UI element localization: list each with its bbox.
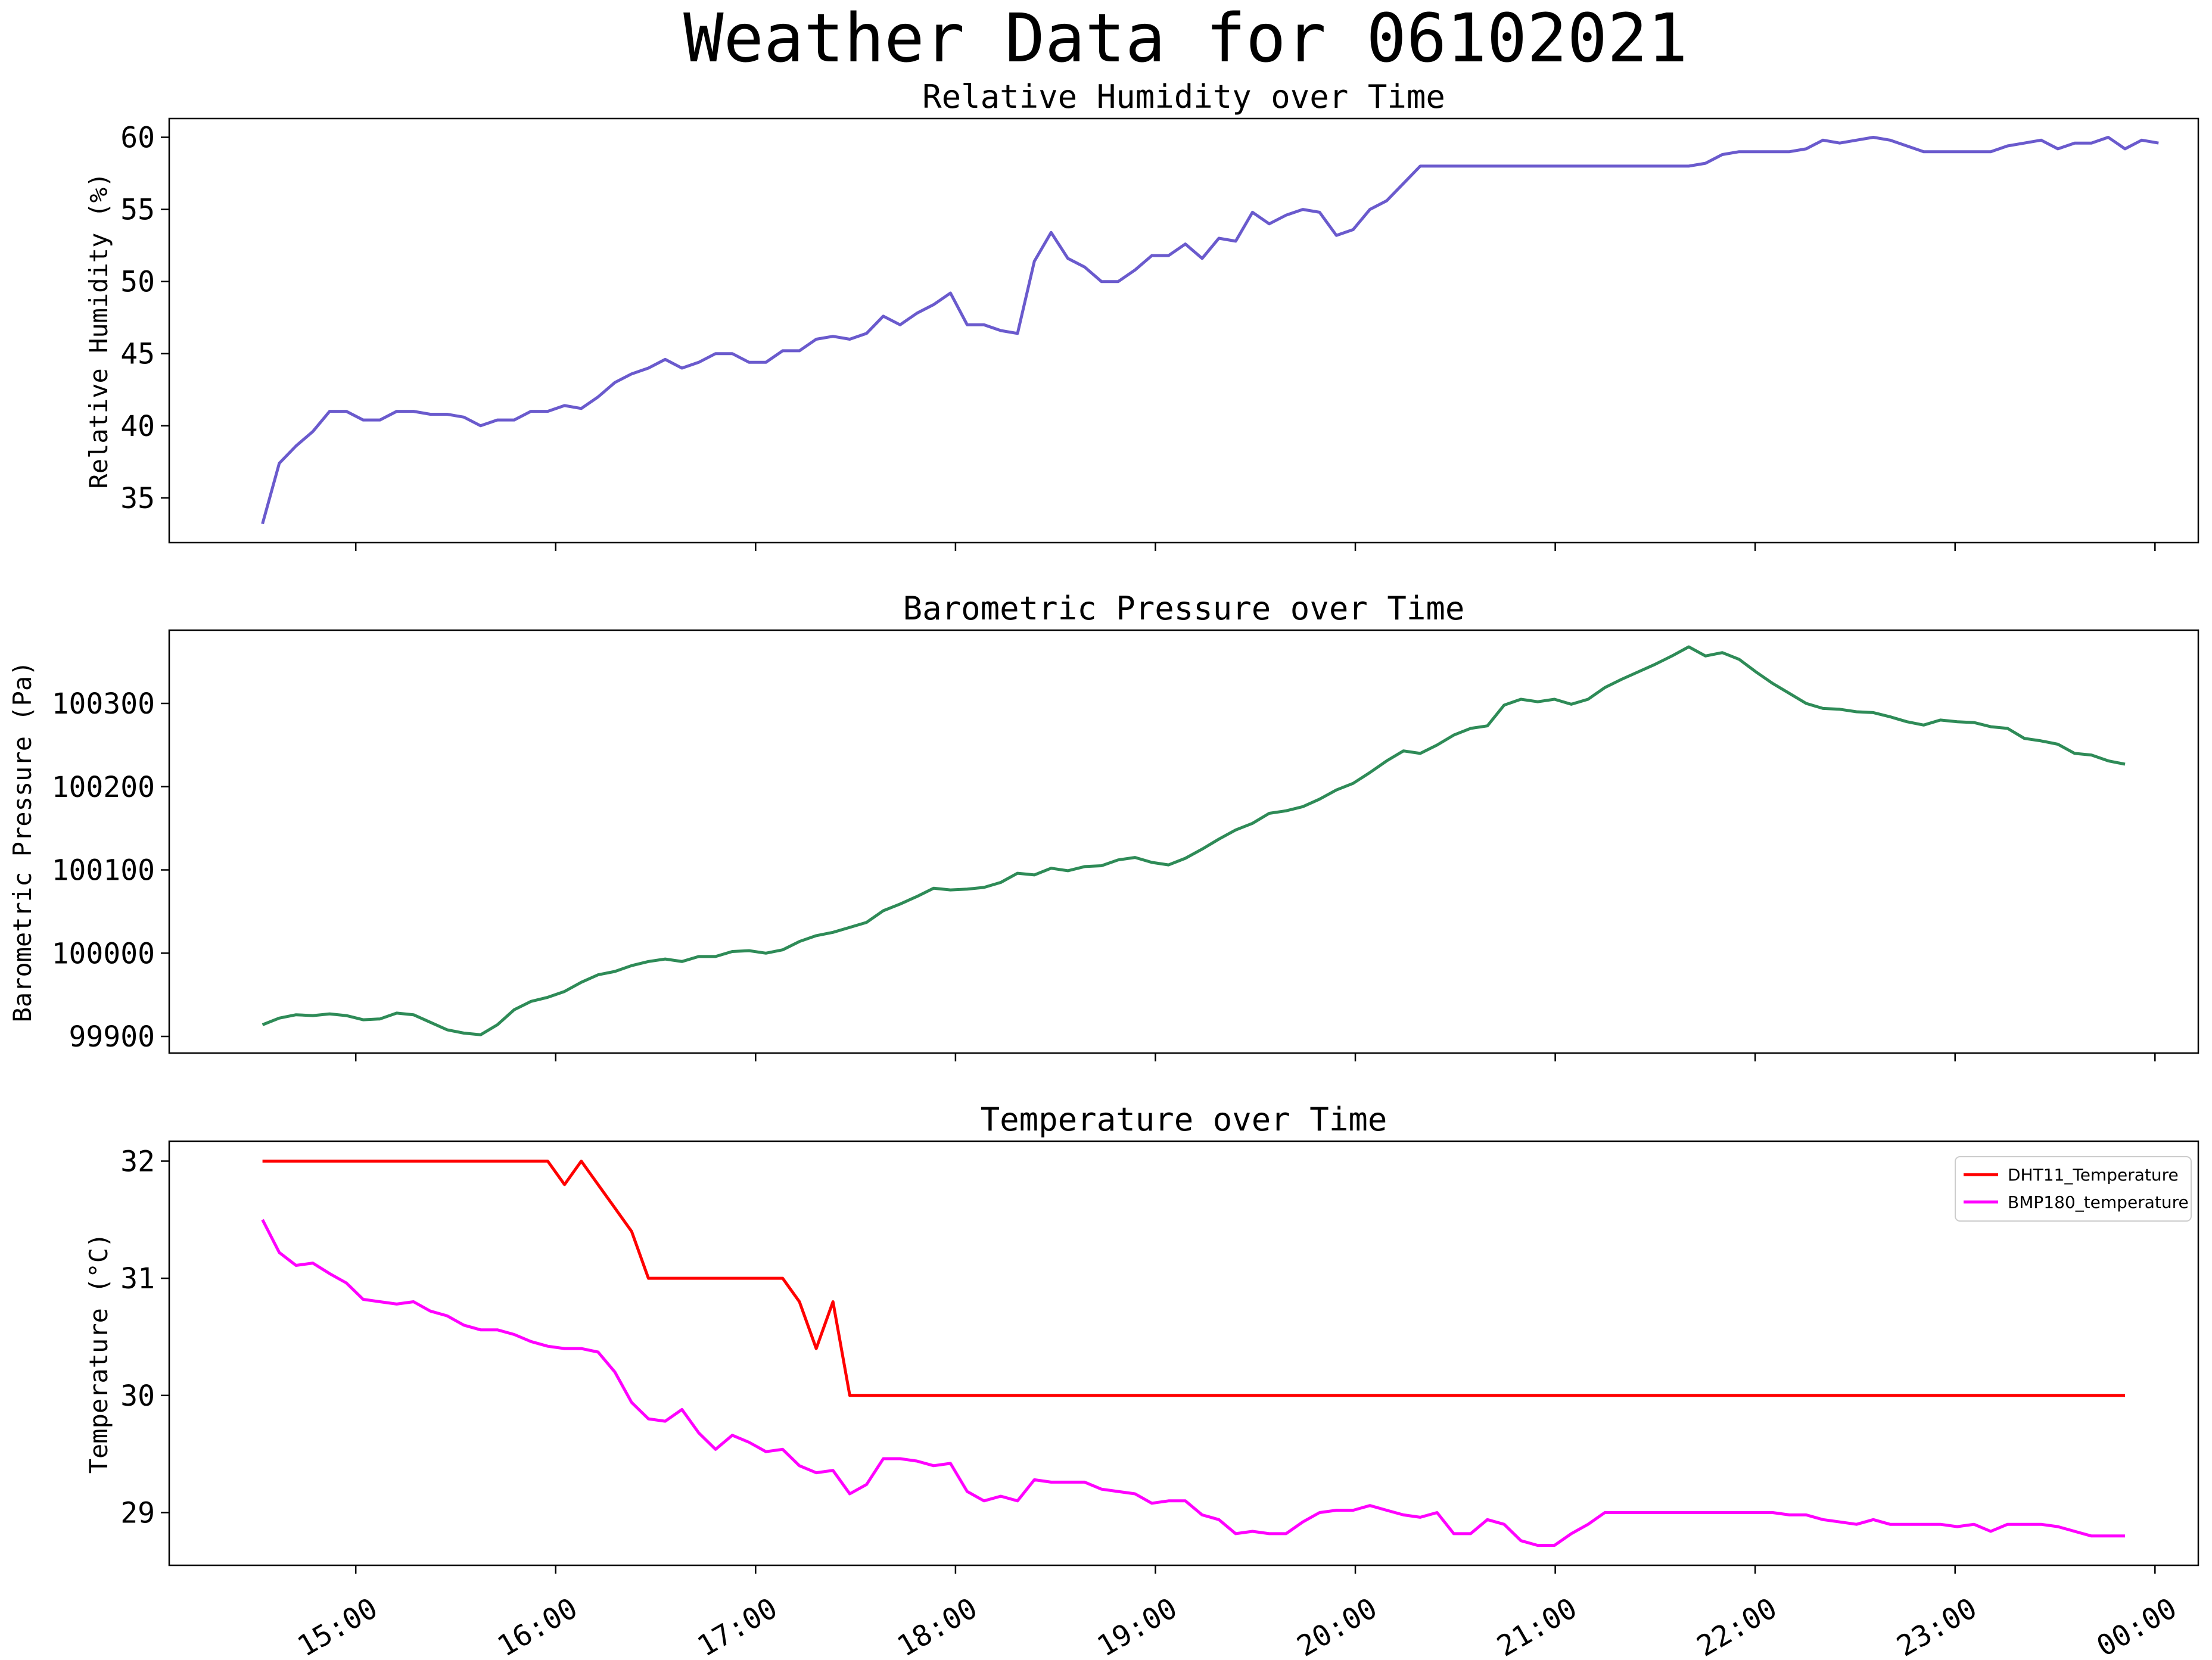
y-tick-label: 99900 <box>69 1020 155 1054</box>
y-tick-label: 50 <box>120 266 155 299</box>
legend: DHT11_Temperature BMP180_temperature <box>1955 1156 2192 1222</box>
series-line-series-1 <box>262 645 2126 1036</box>
panel-2: Barometric Pressure over Time Barometric … <box>8 590 2199 1061</box>
figure-title: Weather Data for 06102021 <box>683 0 1688 77</box>
y-tick-label: 100000 <box>52 937 155 970</box>
panel-title: Barometric Pressure over Time <box>903 590 1465 627</box>
y-tick-label: 35 <box>120 482 155 515</box>
y-tick-label: 100300 <box>52 687 155 721</box>
panel-1: Relative Humidity over Time Relative Humi… <box>84 78 2199 551</box>
y-axis-label: Relative Humidity (%) <box>84 172 113 488</box>
y-tick-label: 32 <box>120 1145 155 1178</box>
series-line-series-1 <box>261 136 2159 525</box>
y-axis-label: Barometric Pressure (Pa) <box>8 661 37 1023</box>
y-tick-label: 40 <box>120 410 155 443</box>
legend-label: DHT11_Temperature <box>2008 1165 2179 1185</box>
y-tick-label: 30 <box>120 1379 155 1413</box>
panel-title: Temperature over Time <box>981 1101 1387 1138</box>
series-line-dht11-temperature <box>262 1159 2125 1397</box>
plot-frame <box>168 1140 2199 1566</box>
y-tick-label: 55 <box>120 194 155 227</box>
series-line-bmp180-temperature <box>261 1219 2125 1547</box>
legend-box <box>1955 1156 2192 1222</box>
plot-frame <box>168 117 2199 544</box>
y-tick-label: 31 <box>120 1262 155 1295</box>
y-tick-label: 60 <box>120 121 155 154</box>
y-tick-label: 45 <box>120 338 155 371</box>
y-tick-label: 100200 <box>52 771 155 804</box>
legend-label: BMP180_temperature <box>2008 1192 2189 1212</box>
panel-title: Relative Humidity over Time <box>922 78 1445 116</box>
y-tick-label: 100100 <box>52 854 155 887</box>
y-tick-label: 29 <box>120 1496 155 1530</box>
y-axis-label: Temperature (°C) <box>84 1233 113 1474</box>
plot-frame <box>168 629 2199 1054</box>
